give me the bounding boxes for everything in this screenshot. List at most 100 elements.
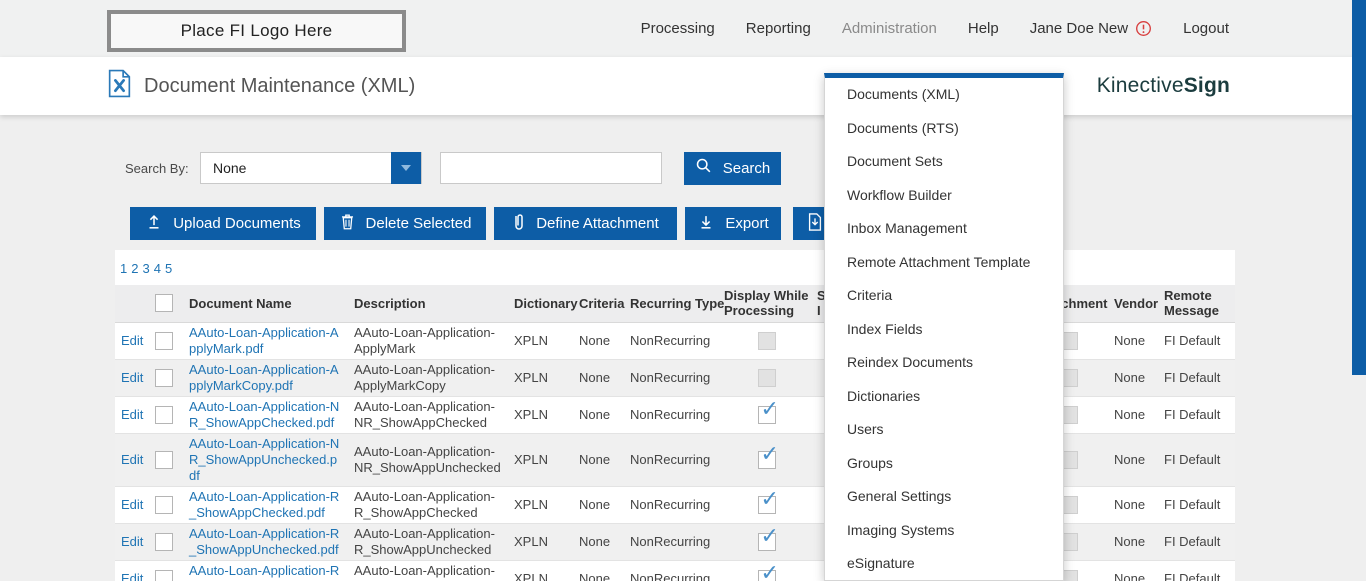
description-cell: AAuto-Loan-Application-NR_ShowAppUncheck… [354, 443, 501, 475]
search-button[interactable]: Search [684, 151, 781, 185]
trash-icon [339, 212, 356, 235]
description-cell: AAuto-Loan-Application-RS-AFD731-test [354, 562, 495, 581]
menu-item-inbox-management[interactable]: Inbox Management [847, 220, 967, 236]
search-button-label: Search [722, 159, 771, 177]
table-row: Edit AAuto-Loan-Application-ApplyMarkCopy… [115, 358, 1235, 396]
edit-link[interactable]: Edit [121, 332, 144, 348]
document-name-link[interactable]: AAuto-Loan-Application-NR_ShowAppChecked… [189, 398, 340, 430]
nav-item-help[interactable]: Help [967, 20, 999, 37]
edit-link[interactable]: Edit [121, 451, 144, 467]
search-input[interactable] [440, 152, 662, 184]
document-name-link[interactable]: AAuto-Loan-Application-R_ShowAppUnchecke… [189, 525, 340, 557]
main-nav: Processing Reporting Administration Help Jan… [641, 0, 1229, 57]
nav-item-jane-doe-new[interactable]: Jane Doe New [1030, 20, 1152, 37]
vendor-cell: None [1114, 570, 1146, 581]
menu-item-criteria[interactable]: Criteria [847, 287, 893, 303]
menu-item-index-fields[interactable]: Index Fields [847, 320, 923, 337]
menu-item-general-settings[interactable]: General Settings [847, 488, 952, 504]
dictionary-cell: XPLN [514, 496, 548, 512]
document-name-link[interactable]: AAuto-Loan-Application-ApplyMarkCopy.pdf [189, 361, 339, 393]
nav-item-reporting[interactable]: Reporting [745, 20, 811, 37]
recurring-type-cell: NonRecurring [630, 451, 711, 467]
dictionary-cell: XPLN [514, 369, 548, 385]
row-checkbox[interactable] [155, 405, 173, 424]
checkmark-icon: ✓ [760, 522, 779, 548]
display-while-processing-checkbox-checked[interactable]: ✓ [757, 397, 779, 424]
display-while-processing-header: Display While Processing [718, 285, 815, 323]
menu-item-esignature[interactable]: eSignature [847, 555, 915, 571]
toolbar: Upload Documents Delete Selected Define At… [130, 207, 1366, 240]
menu-item-workflow-builder[interactable]: Workflow Builder [847, 186, 952, 203]
search-by-select[interactable]: None [200, 152, 422, 184]
nav-item-logout[interactable]: Logout [1183, 20, 1229, 37]
vendor-cell: None [1114, 369, 1146, 385]
page-link-5[interactable]: 5 [164, 261, 173, 276]
nav-item-processing[interactable]: Processing [640, 20, 715, 37]
dictionary-cell: XPLN [514, 332, 548, 348]
recurring-type-cell: NonRecurring [630, 533, 711, 549]
document-name-link[interactable]: AAuto-Loan-Application-RS-AFD731-test.pd… [189, 562, 340, 581]
display-while-processing-checkbox-checked[interactable]: ✓ [757, 487, 779, 514]
criteria-cell: None [579, 451, 611, 467]
delete-selected-button[interactable]: Delete Selected [324, 207, 486, 240]
display-while-processing-checkbox-disabled [757, 368, 776, 387]
page-link-1[interactable]: 1 [120, 261, 128, 276]
menu-item-users[interactable]: Users [847, 421, 884, 437]
display-while-processing-checkbox-checked[interactable]: ✓ [757, 442, 779, 469]
administration-dropdown-menu: Documents (XML) Documents (RTS) Document S… [824, 73, 1064, 581]
menu-item-reindex-documents[interactable]: Reindex Documents [847, 354, 974, 370]
menu-item-document-sets[interactable]: Document Sets [847, 153, 943, 169]
menu-item-remote-attachment-template[interactable]: Remote Attachment Template [847, 253, 1031, 270]
remote-message-header: Remote Message [1158, 285, 1235, 323]
page-link-4[interactable]: 4 [153, 261, 161, 276]
row-checkbox[interactable] [155, 368, 173, 387]
menu-item-dictionaries[interactable]: Dictionaries [847, 387, 921, 404]
criteria-cell: None [579, 369, 611, 385]
menu-item-documents-xml[interactable]: Documents (XML) [847, 86, 960, 102]
checkmark-icon: ✓ [760, 485, 779, 511]
edit-link[interactable]: Edit [121, 533, 144, 549]
scrollbar-thumb[interactable] [1352, 0, 1366, 375]
description-cell: AAuto-Loan-Application-ApplyMark [354, 324, 495, 356]
description-cell: AAuto-Loan-Application-NR_ShowAppChecked [354, 398, 495, 430]
document-download-icon [806, 212, 824, 236]
define-attachment-button[interactable]: Define Attachment [494, 207, 677, 240]
edit-link[interactable]: Edit [121, 496, 144, 512]
table-row: Edit AAuto-Loan-Application-R_ShowAppChec… [115, 485, 1235, 523]
row-checkbox[interactable] [155, 569, 173, 581]
search-icon [695, 157, 713, 179]
chevron-down-icon [391, 152, 421, 184]
recurring-type-cell: NonRecurring [630, 332, 711, 348]
menu-item-groups[interactable]: Groups [847, 454, 893, 471]
table-row: Edit AAuto-Loan-Application-NR_ShowAppChe… [115, 395, 1235, 433]
page-link-3[interactable]: 3 [142, 261, 150, 276]
menu-item-documents-rts[interactable]: Documents (RTS) [847, 119, 959, 136]
export-button[interactable]: Export [685, 207, 781, 240]
edit-column-header [115, 285, 149, 323]
document-name-link[interactable]: AAuto-Loan-Application-NR_ShowAppUncheck… [189, 435, 340, 483]
menu-item-imaging-systems[interactable]: Imaging Systems [847, 521, 955, 538]
row-checkbox[interactable] [155, 495, 173, 514]
brand-product: Sign [1183, 74, 1230, 97]
criteria-cell: None [579, 332, 611, 348]
documents-table: Document Name Description Dictionary Cri… [115, 285, 1235, 581]
top-bar: Place FI Logo Here Processing Reporting Ad… [0, 0, 1366, 57]
row-checkbox[interactable] [155, 450, 173, 469]
select-all-checkbox[interactable] [155, 294, 173, 313]
page-link-2[interactable]: 2 [131, 261, 139, 276]
document-name-link[interactable]: AAuto-Loan-Application-ApplyMark.pdf [189, 324, 339, 356]
edit-link[interactable]: Edit [121, 406, 144, 422]
display-while-processing-checkbox-checked[interactable]: ✓ [757, 561, 779, 581]
row-checkbox[interactable] [155, 532, 173, 551]
row-checkbox[interactable] [155, 331, 173, 350]
edit-link[interactable]: Edit [121, 369, 144, 385]
document-name-link[interactable]: AAuto-Loan-Application-R_ShowAppChecked.… [189, 488, 340, 520]
fi-logo-placeholder: Place FI Logo Here [107, 10, 406, 52]
upload-documents-button[interactable]: Upload Documents [130, 207, 316, 240]
recurring-type-cell: NonRecurring [630, 406, 711, 422]
table-row: Edit AAuto-Loan-Application-ApplyMark.pdf… [115, 321, 1235, 359]
nav-item-administration[interactable]: Administration [841, 20, 937, 37]
display-while-processing-checkbox-checked[interactable]: ✓ [757, 524, 779, 551]
edit-link[interactable]: Edit [121, 570, 144, 581]
